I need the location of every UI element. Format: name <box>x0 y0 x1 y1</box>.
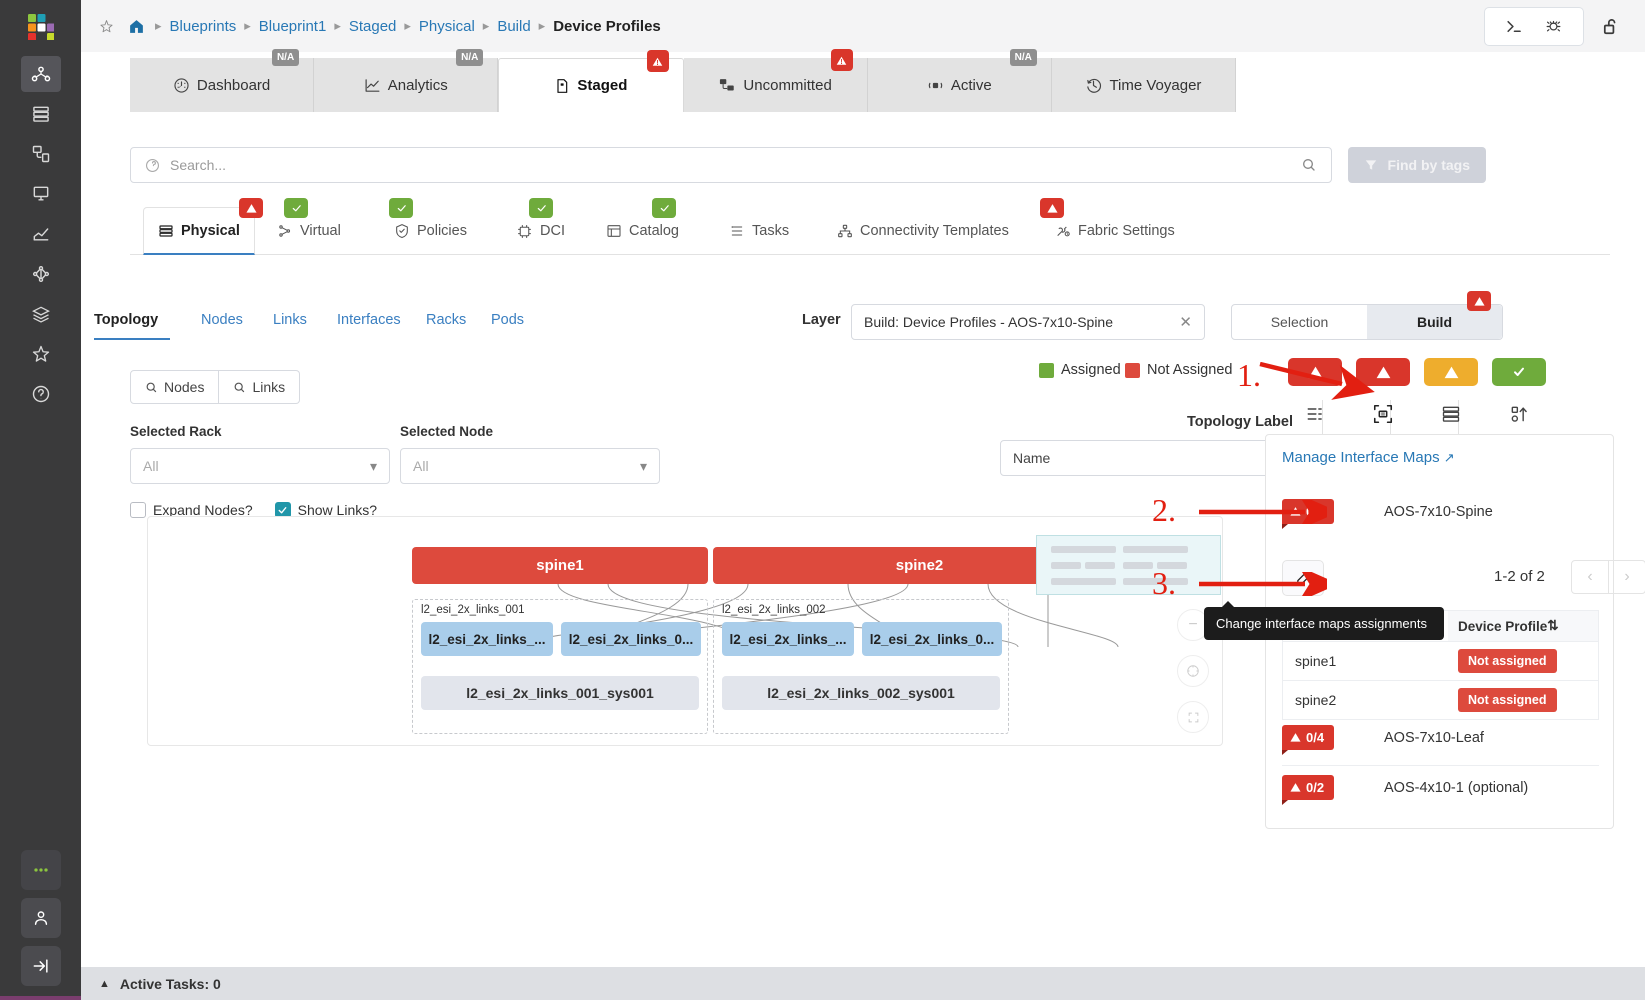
svg-text:!: ! <box>841 59 843 66</box>
svg-text:!: ! <box>656 60 658 67</box>
